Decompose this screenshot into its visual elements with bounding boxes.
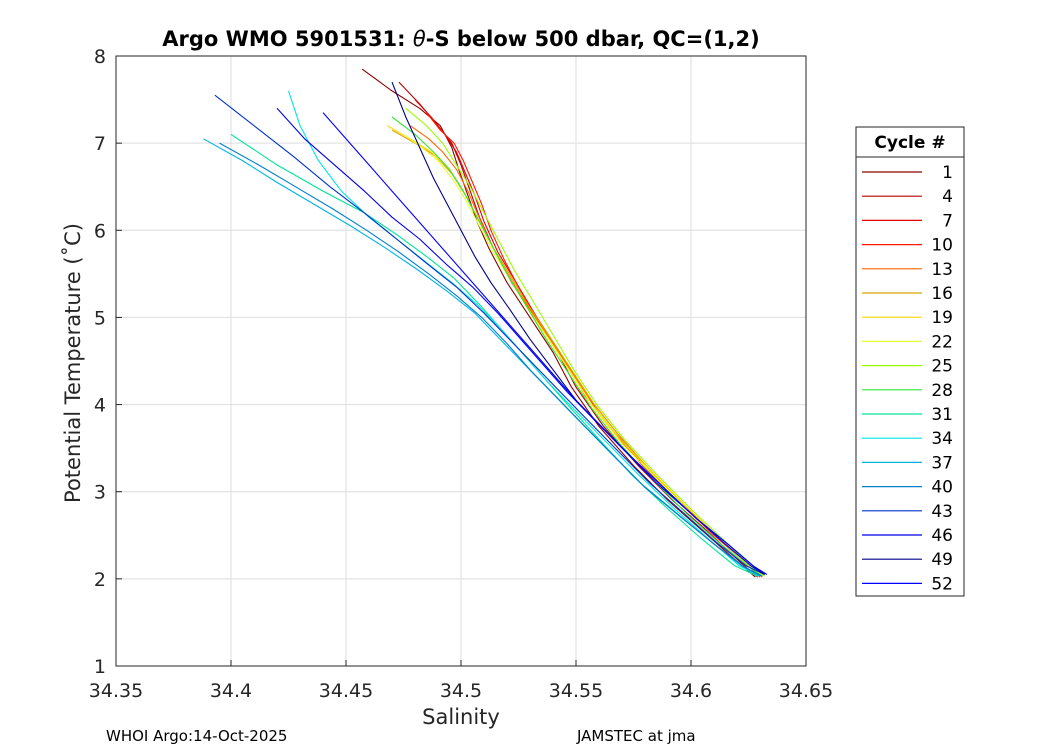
series-line-cycle-25 bbox=[405, 107, 765, 577]
x-tick-label: 34.6 bbox=[670, 680, 712, 702]
legend-label-cycle-28: 28 bbox=[931, 381, 953, 401]
series-line-cycle-1 bbox=[361, 68, 756, 578]
y-tick-label: 5 bbox=[94, 307, 106, 329]
legend-label-cycle-1: 1 bbox=[942, 163, 953, 183]
y-axis-ticks: 1 2 3 4 5 6 7 8 bbox=[94, 46, 122, 678]
chart-title: Argo WMO 5901531: θ-S below 500 dbar, QC… bbox=[162, 27, 759, 51]
legend-label-cycle-13: 13 bbox=[931, 260, 953, 280]
series-line-cycle-22 bbox=[403, 133, 765, 577]
legend-label-cycle-10: 10 bbox=[931, 236, 953, 256]
legend-label-cycle-4: 4 bbox=[942, 187, 953, 207]
chart-title-theta: θ bbox=[413, 27, 426, 51]
series-line-cycle-34 bbox=[287, 90, 761, 577]
series-line-cycle-7 bbox=[414, 99, 761, 578]
footer-left: WHOI Argo:14-Oct-2025 bbox=[106, 727, 287, 745]
series-line-cycle-52 bbox=[322, 112, 768, 575]
x-axis-ticks: 34.35 34.4 34.45 34.5 34.55 34.6 34.65 bbox=[89, 660, 833, 702]
series-line-cycle-19 bbox=[387, 125, 763, 577]
legend-label-cycle-19: 19 bbox=[931, 308, 953, 328]
series-line-cycle-16 bbox=[391, 129, 763, 577]
legend-label-cycle-52: 52 bbox=[931, 574, 953, 594]
legend-label-cycle-37: 37 bbox=[931, 453, 953, 473]
x-tick-label: 34.35 bbox=[89, 680, 143, 702]
legend-title: Cycle # bbox=[874, 133, 945, 153]
legend-entries: 1 4 7 10 13 16 19 22 25 28 31 34 37 40 43 46 49 52 bbox=[862, 163, 953, 594]
legend-label-cycle-25: 25 bbox=[931, 357, 953, 377]
legend-label-cycle-7: 7 bbox=[942, 211, 953, 231]
legend-label-cycle-43: 43 bbox=[931, 502, 953, 522]
legend-label-cycle-46: 46 bbox=[931, 526, 953, 546]
series-line-cycle-49 bbox=[391, 81, 765, 575]
series-line-cycle-43 bbox=[214, 94, 765, 575]
series-line-cycle-10 bbox=[426, 112, 763, 578]
footer-right: JAMSTEC at jma bbox=[576, 727, 696, 745]
legend-label-cycle-34: 34 bbox=[931, 429, 953, 449]
legend: Cycle # 1 4 7 10 13 16 19 22 25 28 31 34 37 40 43 46 49 5… bbox=[855, 126, 965, 597]
series-line-cycle-4 bbox=[398, 81, 759, 578]
chart-title-prefix: Argo WMO 5901531: bbox=[162, 27, 413, 51]
legend-label-cycle-22: 22 bbox=[931, 332, 953, 352]
y-axis-label: Potential Temperature (˚C) bbox=[61, 223, 85, 503]
series-line-cycle-40 bbox=[219, 142, 763, 577]
y-tick-label: 2 bbox=[94, 569, 106, 591]
series-lines bbox=[203, 68, 768, 578]
y-tick-label: 6 bbox=[94, 220, 106, 242]
y-tick-label: 3 bbox=[94, 482, 106, 504]
y-tick-label: 8 bbox=[94, 46, 106, 68]
y-tick-label: 7 bbox=[94, 133, 106, 155]
legend-label-cycle-40: 40 bbox=[931, 478, 953, 498]
series-line-cycle-28 bbox=[391, 116, 763, 577]
x-tick-label: 34.55 bbox=[549, 680, 603, 702]
x-axis-label: Salinity bbox=[422, 705, 500, 729]
legend-label-cycle-49: 49 bbox=[931, 550, 953, 570]
legend-label-cycle-31: 31 bbox=[931, 405, 953, 425]
x-tick-label: 34.5 bbox=[440, 680, 482, 702]
x-tick-label: 34.45 bbox=[319, 680, 373, 702]
series-line-cycle-13 bbox=[410, 125, 763, 578]
legend-label-cycle-16: 16 bbox=[931, 284, 953, 304]
y-tick-label: 1 bbox=[94, 656, 106, 678]
y-tick-label: 4 bbox=[94, 395, 106, 417]
legend-box bbox=[855, 126, 965, 597]
x-tick-label: 34.4 bbox=[210, 680, 252, 702]
chart-title-suffix: -S below 500 dbar, QC=(1,2) bbox=[426, 27, 760, 51]
x-tick-label: 34.65 bbox=[779, 680, 833, 702]
